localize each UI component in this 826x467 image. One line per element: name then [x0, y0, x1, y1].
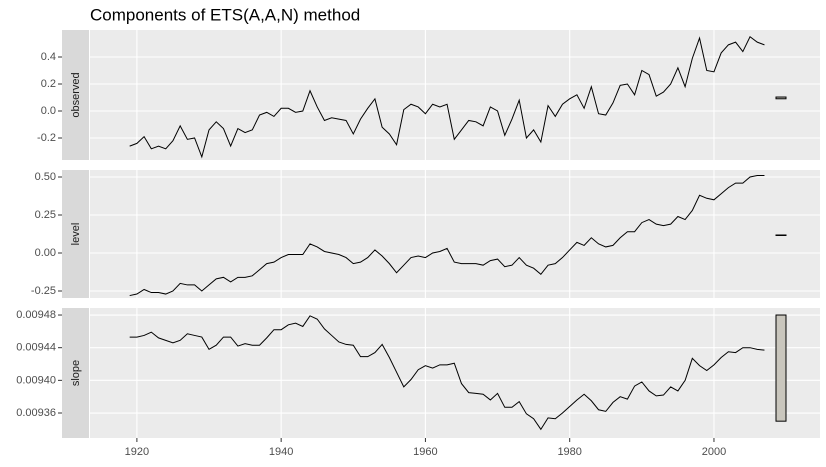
- range-bar: [775, 234, 787, 236]
- y-tick-label: -0.2: [37, 132, 56, 144]
- range-bar: [775, 96, 787, 100]
- y-tick-label: 0.00936: [16, 407, 56, 419]
- strip-background: [62, 170, 89, 298]
- data-line: [129, 315, 765, 431]
- x-tick-label: 2000: [702, 446, 726, 458]
- strip-label: observed: [70, 72, 82, 117]
- y-tick-label: -0.25: [31, 285, 56, 297]
- data-line: [129, 174, 765, 297]
- y-tick-label: 0.00944: [16, 342, 56, 354]
- strip-label: slope: [70, 360, 82, 386]
- y-tick-label: 0.00948: [16, 309, 56, 321]
- y-tick-label: 0.25: [35, 209, 56, 221]
- strip-background: [62, 308, 89, 438]
- y-tick-label: 0.50: [35, 171, 56, 183]
- y-tick-label: 0.00: [35, 247, 56, 259]
- y-tick-label: 0.4: [41, 51, 56, 63]
- data-line: [129, 35, 765, 159]
- y-tick-label: 0.00940: [16, 374, 56, 386]
- x-tick-label: 1940: [269, 446, 293, 458]
- y-tick-label: 0.0: [41, 105, 56, 117]
- x-tick-label: 1920: [125, 446, 149, 458]
- panel-background: [90, 308, 820, 438]
- x-tick-label: 1980: [557, 446, 581, 458]
- chart-title: Components of ETS(A,A,N) method: [90, 5, 360, 24]
- range-bar: [775, 314, 787, 422]
- x-tick-label: 1960: [413, 446, 437, 458]
- y-tick-label: 0.2: [41, 78, 56, 90]
- strip-background: [62, 30, 89, 160]
- panel-background: [90, 30, 820, 160]
- panel-background: [90, 170, 820, 298]
- strip-label: level: [70, 223, 82, 246]
